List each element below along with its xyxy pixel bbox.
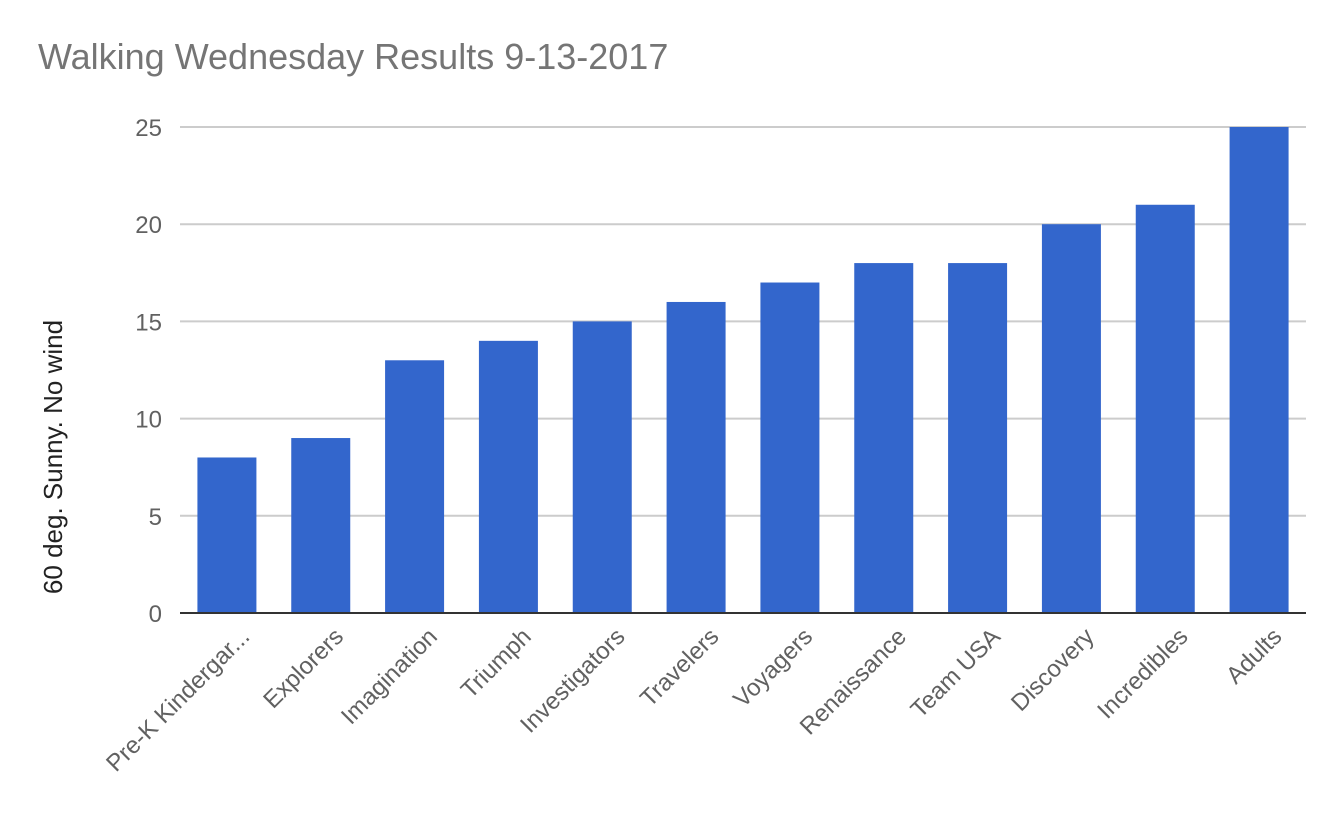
y-tick-label: 0 [149,601,162,628]
bar [385,360,445,613]
y-tick-label: 25 [135,115,162,142]
gridlines [180,126,1306,517]
bar [572,321,632,613]
y-tick-label: 5 [149,504,162,531]
x-category-label: Incredibles [1092,623,1193,724]
bar [760,282,820,613]
y-tick-label: 15 [135,309,162,336]
x-category-label: Adults [1221,623,1287,689]
x-category-label: Pre-K Kindergar... [101,623,255,777]
y-axis-title: 60 deg. Sunny. No wind [38,320,68,594]
bar [948,263,1008,613]
y-tick-label: 10 [135,407,162,434]
bar [854,263,914,613]
bar [1135,204,1195,613]
bar [478,340,538,613]
x-category-label: Voyagers [728,623,818,713]
bar [291,438,351,613]
bars [197,127,1289,613]
bar [1229,127,1289,613]
bar [197,457,257,613]
y-axis-ticks: 0 5 10 15 20 25 [135,115,162,628]
x-category-label: Travelers [635,623,724,712]
x-category-label: Imagination [336,623,443,730]
x-category-label: Discovery [1006,623,1100,717]
bar [666,301,726,613]
x-category-label: Team USA [906,623,1006,723]
chart-title: Walking Wednesday Results 9-13-2017 [38,36,669,77]
x-category-label: Explorers [258,623,349,714]
y-tick-label: 20 [135,212,162,239]
x-category-label: Triumph [456,623,537,704]
bar [1041,224,1101,613]
